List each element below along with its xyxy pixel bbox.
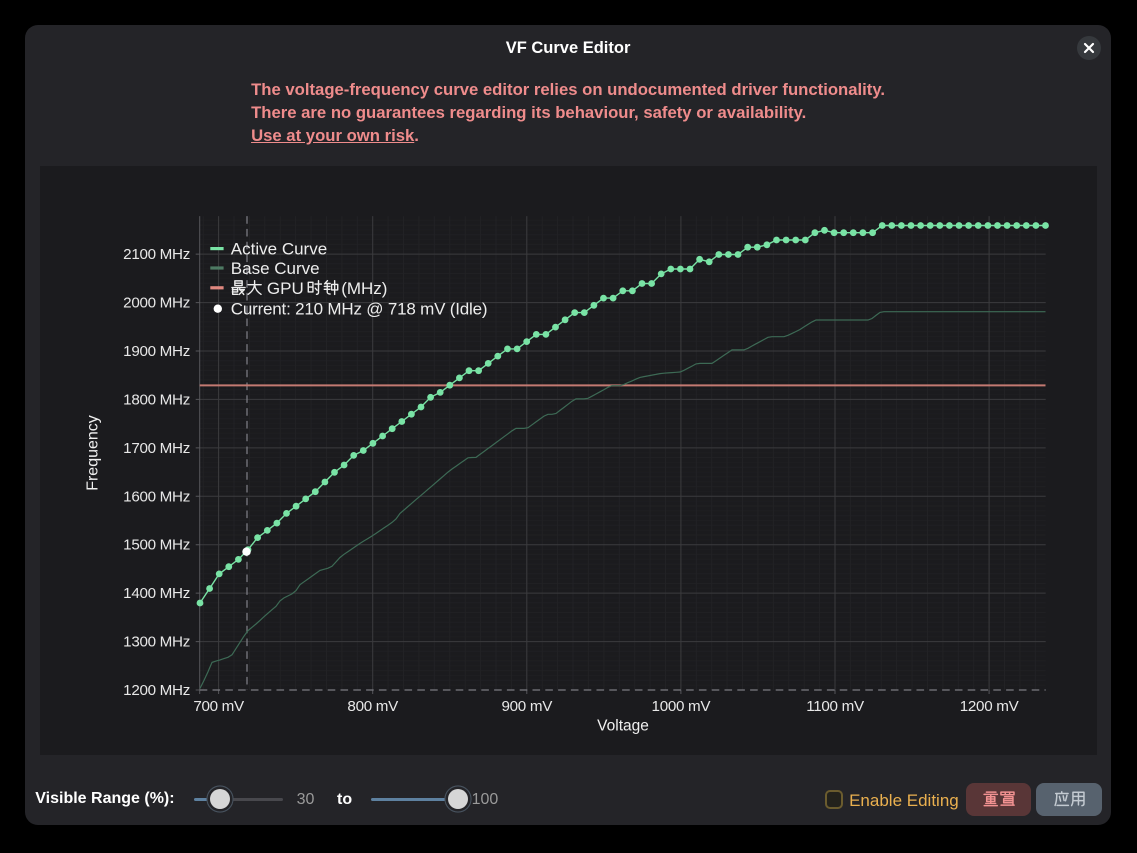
svg-text:GPU: GPU — [267, 278, 304, 297]
svg-text:1100 mV: 1100 mV — [806, 697, 865, 714]
svg-text:Base Curve: Base Curve — [231, 259, 320, 278]
svg-text:1700 MHz: 1700 MHz — [123, 439, 190, 456]
svg-text:1000 mV: 1000 mV — [652, 697, 712, 714]
svg-text:1200 MHz: 1200 MHz — [123, 682, 190, 699]
svg-text:1400 MHz: 1400 MHz — [123, 585, 190, 602]
svg-text:1500 MHz: 1500 MHz — [123, 536, 190, 553]
svg-text:1200 mV: 1200 mV — [960, 697, 1020, 714]
svg-text:Frequency: Frequency — [84, 415, 101, 491]
svg-text:1800 MHz: 1800 MHz — [123, 391, 190, 408]
svg-text:Voltage: Voltage — [597, 717, 649, 734]
svg-text:1300 MHz: 1300 MHz — [123, 633, 190, 650]
svg-text:700 mV: 700 mV — [193, 697, 245, 714]
svg-text:1600 MHz: 1600 MHz — [123, 488, 190, 505]
svg-text:800 mV: 800 mV — [347, 697, 399, 714]
svg-text:(MHz): (MHz) — [341, 278, 387, 297]
svg-text:1900 MHz: 1900 MHz — [123, 343, 190, 360]
svg-text:900 mV: 900 mV — [502, 697, 554, 714]
svg-text:2100 MHz: 2100 MHz — [123, 246, 190, 263]
svg-text:Active Curve: Active Curve — [231, 239, 327, 258]
svg-text:Current: 210 MHz @ 718 mV (Idl: Current: 210 MHz @ 718 mV (Idle) — [231, 299, 488, 318]
svg-text:2000 MHz: 2000 MHz — [123, 294, 190, 311]
